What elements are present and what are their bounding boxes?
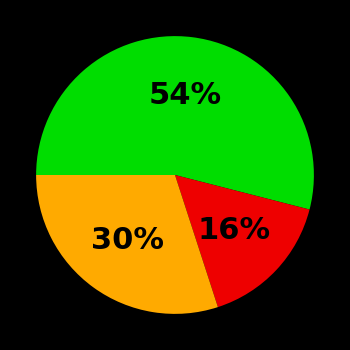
Text: 16%: 16%	[197, 216, 270, 245]
Wedge shape	[36, 36, 314, 210]
Wedge shape	[175, 175, 309, 307]
Text: 54%: 54%	[148, 80, 222, 110]
Text: 30%: 30%	[91, 226, 164, 255]
Wedge shape	[36, 175, 218, 314]
